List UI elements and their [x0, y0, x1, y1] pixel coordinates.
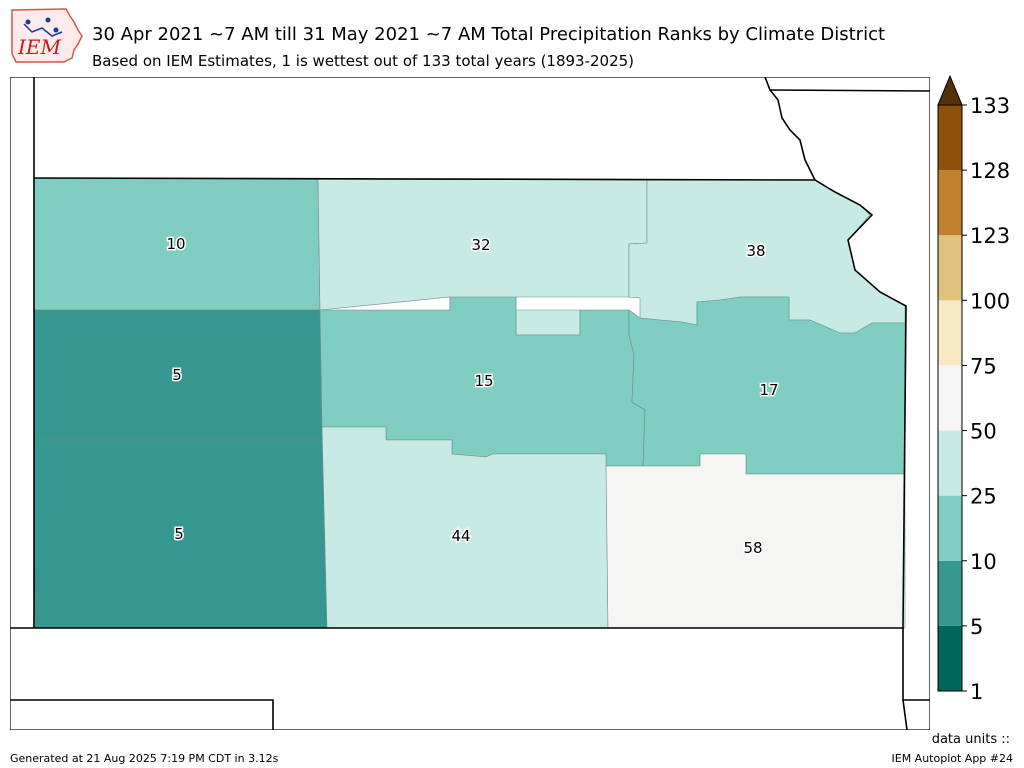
colorbar-segment	[938, 170, 962, 236]
iem-logo: IEM	[11, 8, 83, 63]
rank-label-north-central: 32	[471, 236, 490, 254]
colorbar-tick-label: 75	[970, 354, 997, 378]
rank-label-southeast: 58	[743, 539, 762, 557]
rank-label-southwest: 5	[174, 525, 184, 543]
app-id: IEM Autoplot App #24	[891, 752, 1014, 765]
logo-dot-icon	[25, 19, 31, 25]
data-units-label: data units ::	[931, 732, 1010, 747]
map-subtitle: Based on IEM Estimates, 1 is wettest out…	[92, 52, 635, 70]
colorbar-segment	[938, 365, 962, 431]
rank-label-northeast: 38	[746, 242, 765, 260]
rank-label-west-central: 5	[172, 366, 182, 384]
rank-label-central: 15	[474, 372, 493, 390]
colorbar-tick-label: 10	[970, 550, 997, 574]
colorbar-tick-label: 25	[970, 485, 997, 509]
state-borders	[10, 77, 930, 730]
colorbar-segment	[938, 235, 962, 301]
colorbar-tick-label: 100	[970, 289, 1010, 313]
rank-label-northwest: 10	[166, 235, 185, 253]
colorbar-ticks: 1 5 10 25 50 75 100 123 128 133	[962, 94, 1010, 704]
rank-label-east-central: 17	[759, 381, 778, 399]
colorbar-border	[937, 104, 963, 692]
district-labels: 10 32 38 5 15 17 5 44 58	[165, 234, 780, 559]
map-panel: 10 32 38 5 15 17 5 44 58	[10, 77, 930, 730]
colorbar-segments	[937, 104, 963, 692]
colorbar-tick-label: 123	[970, 224, 1010, 248]
rank-label-south-central: 44	[451, 527, 470, 545]
generated-timestamp: Generated at 21 Aug 2025 7:19 PM CDT in …	[10, 752, 279, 765]
logo-text: IEM	[17, 35, 62, 59]
colorbar-segment	[938, 300, 962, 366]
colorbar-tick-label: 5	[970, 615, 983, 639]
colorbar-tick-label: 50	[970, 420, 997, 444]
colorbar-tick-label: 128	[970, 159, 1010, 183]
map-title: 30 Apr 2021 ~7 AM till 31 May 2021 ~7 AM…	[92, 24, 886, 45]
colorbar-extend-arrow	[937, 74, 963, 106]
colorbar-segment	[938, 625, 962, 691]
colorbar-segment	[938, 560, 962, 626]
colorbar-segment	[938, 430, 962, 496]
colorbar-tick-label: 1	[970, 680, 983, 704]
colorbar-tick-label: 133	[970, 94, 1010, 118]
colorbar-segment	[938, 495, 962, 561]
district-east-central	[628, 296, 906, 475]
colorbar-segment	[938, 105, 962, 171]
climate-districts	[33, 177, 906, 629]
colorbar-legend: 1 5 10 25 50 75 100 123 128 133	[937, 74, 1010, 704]
